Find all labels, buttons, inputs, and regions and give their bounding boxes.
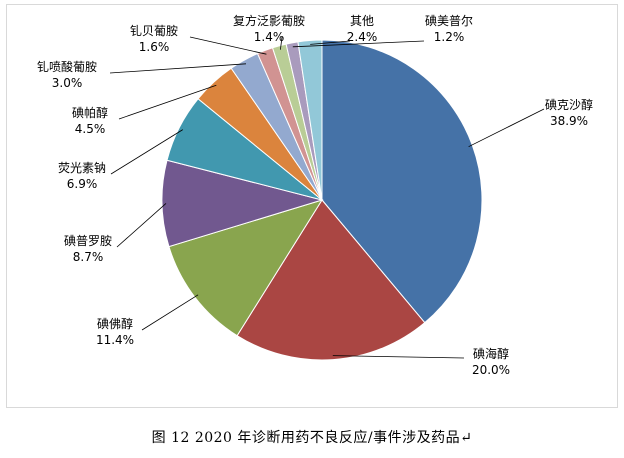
pie-slice bbox=[236, 199, 426, 361]
chart-frame: 碘克沙醇 38.9% 碘海醇 20.0% 碘佛醇 11.4% 碘普罗胺 8.7% 荧光素钠 6.9… bbox=[6, 4, 618, 408]
slice-label-name: 碘佛醇 bbox=[97, 316, 133, 331]
leader-line bbox=[189, 36, 267, 55]
slice-label-name: 钆贝葡胺 bbox=[130, 23, 178, 38]
leader-line bbox=[110, 129, 184, 175]
slice-label-name: 复方泛影葡胺 bbox=[233, 13, 305, 28]
slice-label-name: 碘海醇 bbox=[473, 346, 509, 361]
slice-label-value: 1.4% bbox=[254, 30, 285, 44]
slice-label-name: 其他 bbox=[350, 14, 374, 28]
slice-label-value: 11.4% bbox=[96, 333, 134, 347]
slice-label-value: 20.0% bbox=[472, 363, 510, 377]
slice-label-name: 钆喷酸葡胺 bbox=[37, 59, 97, 74]
slice-label-name: 碘帕醇 bbox=[72, 105, 108, 120]
slice-label-name: 荧光素钠 bbox=[58, 160, 106, 175]
leader-line bbox=[468, 108, 545, 148]
slice-label-name: 碘美普尔 bbox=[425, 13, 473, 28]
leader-line bbox=[292, 40, 425, 48]
slice-label-value: 3.0% bbox=[52, 76, 83, 90]
slice-label-name: 碘克沙醇 bbox=[545, 97, 593, 112]
pie-slice bbox=[161, 159, 324, 248]
slice-label-value: 6.9% bbox=[67, 177, 98, 191]
pie-slices bbox=[161, 39, 483, 361]
slice-label-value: 4.5% bbox=[75, 122, 106, 136]
leader-line bbox=[109, 63, 247, 74]
pie-slice bbox=[297, 39, 323, 201]
pie-slice bbox=[168, 199, 324, 337]
slice-label-name: 碘普罗胺 bbox=[64, 234, 112, 248]
slice-label-value: 8.7% bbox=[73, 250, 104, 264]
leader-lines bbox=[109, 36, 545, 359]
leader-line bbox=[118, 84, 217, 120]
leader-line bbox=[116, 203, 167, 248]
leader-line bbox=[332, 355, 465, 359]
leader-line bbox=[141, 294, 199, 331]
leader-line bbox=[280, 36, 283, 50]
pie-slice bbox=[321, 39, 483, 324]
figure-caption: 图 12 2020 年诊断用药不良反应/事件涉及药品↵ bbox=[151, 430, 473, 446]
slice-labels: 碘克沙醇 38.9% 碘海醇 20.0% 碘佛醇 11.4% 碘普罗胺 8.7% 荧光素钠 6.9… bbox=[37, 13, 593, 377]
pie-chart: 碘克沙醇 38.9% 碘海醇 20.0% 碘佛醇 11.4% 碘普罗胺 8.7% 荧光素钠 6.9… bbox=[37, 13, 593, 377]
leader-line bbox=[310, 40, 351, 45]
slice-label-value: 2.4% bbox=[347, 30, 378, 44]
slice-label-value: 1.6% bbox=[139, 40, 170, 54]
slice-label-value: 1.2% bbox=[434, 30, 465, 44]
slice-label-value: 38.9% bbox=[550, 114, 588, 128]
